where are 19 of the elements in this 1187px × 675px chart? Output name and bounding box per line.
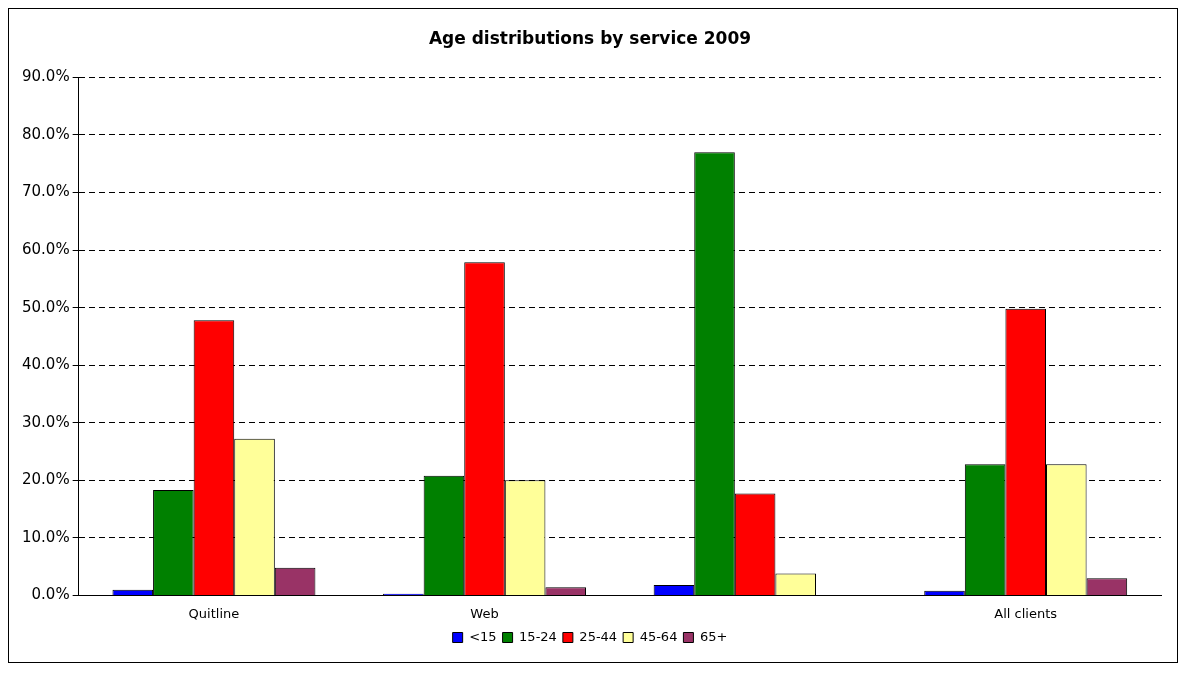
legend-label: 65+ [699, 628, 728, 644]
y-tick-label: 30.0% [22, 412, 70, 431]
y-tick-label: 70.0% [22, 182, 70, 201]
y-tick-label: 60.0% [22, 239, 70, 258]
x-tick-label: Quitline [188, 605, 240, 621]
legend-label: 25-44 [579, 628, 618, 644]
y-tick-label: 50.0% [22, 297, 70, 316]
y-tick-label: 40.0% [22, 355, 70, 374]
y-tick-label: 90.0% [22, 67, 70, 86]
y-tick-label: 80.0% [22, 124, 70, 143]
y-tick-label: 20.0% [22, 470, 70, 489]
legend-label: 15-24 [519, 628, 557, 644]
y-tick-label: 0.0% [31, 585, 70, 604]
x-tick-label: All clients [994, 605, 1058, 621]
x-tick-label: Web [470, 605, 499, 621]
y-tick-label: 10.0% [22, 527, 70, 546]
chart-title: Age distributions by service 2009 [428, 27, 752, 48]
legend-label: 45-64 [639, 628, 678, 644]
legend-label: <15 [469, 628, 497, 644]
